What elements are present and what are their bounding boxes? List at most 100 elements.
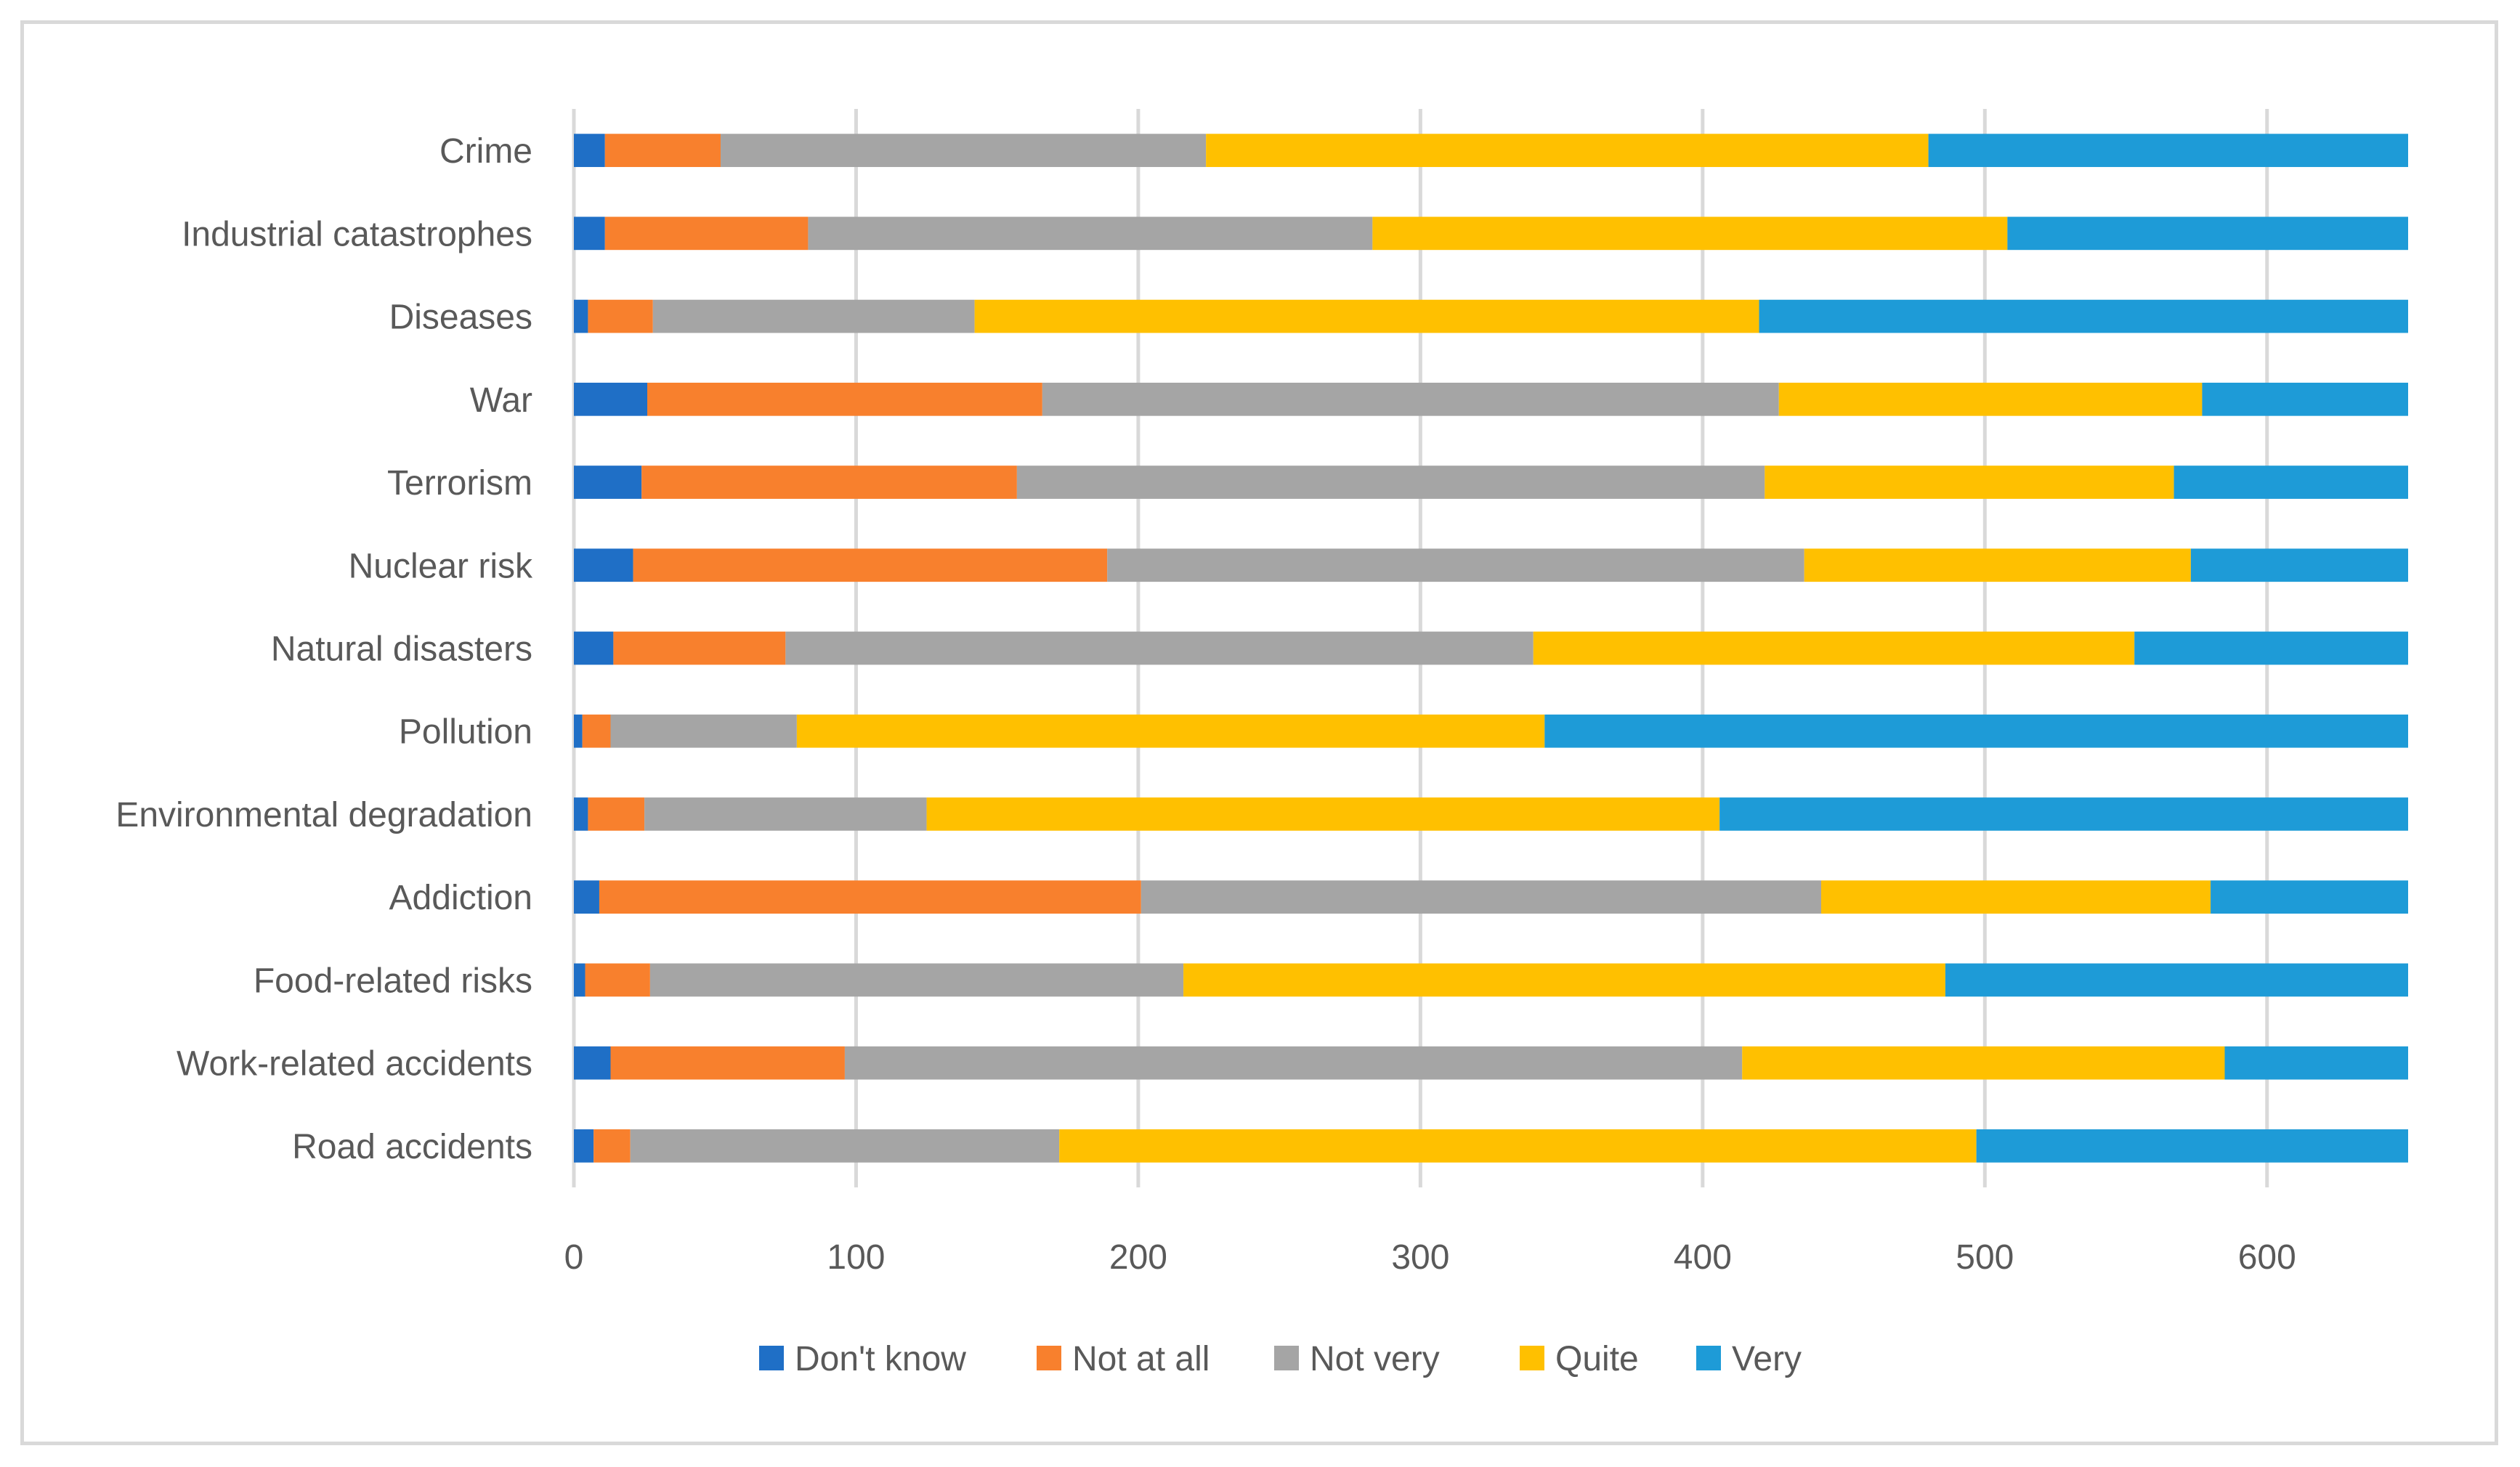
bar-environmental-degradation-very [1719,797,2408,831]
bar-diseases-not-very [652,299,975,333]
bar-industrial-catastrophes-not-at-all [604,216,809,251]
bar-environmental-degradation-not-at-all [588,797,645,831]
bar-industrial-catastrophes-quite [1372,216,2008,251]
bar-addiction-very [2211,880,2408,914]
bar-natural-disasters-quite [1533,631,2135,665]
legend: Don't know Not at all Not very Quite Very [759,1340,1802,1378]
bar-work-related-accidents-don-t-know [574,1046,611,1080]
bar-addiction-quite [1821,880,2211,914]
bar-addiction-not-at-all [599,880,1141,914]
bar-road-accidents-don-t-know [574,1129,594,1163]
x-tick-label-400: 400 [1674,1238,1732,1277]
bar-food-related-risks-quite [1183,963,1945,997]
bars [574,134,2408,1163]
bar-crime-quite [1206,134,1929,167]
bar-diseases-don-t-know [574,299,588,333]
bar-terrorism-don-t-know [574,466,642,499]
bar-war-very [2202,382,2408,416]
bar-war-quite [1778,382,2203,416]
bar-pollution-quite [796,714,1545,748]
bar-food-related-risks-don-t-know [574,963,586,997]
legend-swatch-not-at-all [1037,1346,1061,1370]
legend-swatch-don-t-know [759,1346,784,1370]
bar-terrorism-quite [1765,466,2174,499]
x-tick-label-200: 200 [1109,1238,1167,1277]
legend-label-very: Very [1732,1340,1802,1378]
bar-road-accidents-not-at-all [593,1129,631,1163]
legend-label-not-very: Not very [1310,1340,1440,1378]
category-label-crime: Crime [439,132,532,171]
bar-diseases-quite [974,299,1759,333]
bar-crime-don-t-know [574,134,605,167]
category-label-addiction: Addiction [389,879,532,917]
x-tick-label-500: 500 [1956,1238,2014,1277]
category-label-pollution: Pollution [399,713,532,752]
bar-war-don-t-know [574,382,647,416]
category-label-environmental-degradation: Environmental degradation [116,796,532,834]
category-labels: Crime Industrial catastrophes Diseases War T… [116,132,533,1166]
bar-nuclear-risk-not-very [1107,548,1804,582]
legend-swatch-quite [1520,1346,1544,1370]
category-label-war: War [470,381,532,420]
bar-pollution-not-very [610,714,797,748]
bar-environmental-degradation-quite [926,797,1720,831]
bar-work-related-accidents-not-at-all [610,1046,845,1080]
category-label-road-accidents: Road accidents [292,1128,532,1166]
bar-crime-not-very [721,134,1207,167]
bar-food-related-risks-very [1945,963,2408,997]
bar-industrial-catastrophes-very [2007,216,2408,251]
bar-natural-disasters-not-very [785,631,1534,665]
bar-crime-very [1928,134,2408,167]
legend-label-quite: Quite [1555,1340,1639,1378]
bar-pollution-not-at-all [582,714,611,748]
bar-diseases-not-at-all [588,299,653,333]
category-label-food-related-risks: Food-related risks [254,962,532,1000]
bar-pollution-don-t-know [574,714,583,748]
category-label-nuclear-risk: Nuclear risk [349,547,533,585]
bar-road-accidents-quite [1059,1129,1977,1163]
bar-environmental-degradation-don-t-know [574,797,588,831]
bar-environmental-degradation-not-very [644,797,927,831]
bar-terrorism-not-at-all [641,466,1017,499]
x-tick-label-0: 0 [564,1238,584,1277]
bar-addiction-don-t-know [574,880,599,914]
bar-crime-not-at-all [604,134,721,167]
bar-food-related-risks-not-at-all [585,963,650,997]
bar-industrial-catastrophes-don-t-know [574,216,605,251]
bar-diseases-very [1759,299,2408,333]
bar-pollution-very [1544,714,2408,748]
bar-work-related-accidents-quite [1742,1046,2225,1080]
legend-label-don-t-know: Don't know [795,1340,966,1378]
bar-terrorism-very [2173,466,2408,499]
bar-nuclear-risk-very [2190,548,2408,582]
category-label-industrial-catastrophes: Industrial catastrophes [182,215,532,253]
x-tick-label-300: 300 [1391,1238,1449,1277]
bar-road-accidents-very [1976,1129,2408,1163]
bar-nuclear-risk-quite [1804,548,2191,582]
bar-food-related-risks-not-very [649,963,1184,997]
bar-natural-disasters-very [2134,631,2408,665]
legend-label-not-at-all: Not at all [1072,1340,1210,1378]
legend-swatch-very [1696,1346,1721,1370]
bar-war-not-very [1042,382,1779,416]
bar-war-not-at-all [647,382,1042,416]
bar-nuclear-risk-not-at-all [633,548,1108,582]
bar-work-related-accidents-very [2224,1046,2408,1080]
bar-industrial-catastrophes-not-very [808,216,1373,251]
bar-addiction-not-very [1141,880,1821,914]
category-label-work-related-accidents: Work-related accidents [177,1045,532,1084]
bar-terrorism-not-very [1016,466,1765,499]
x-tick-label-600: 600 [2238,1238,2296,1277]
bar-natural-disasters-don-t-know [574,631,614,665]
legend-swatch-not-very [1274,1346,1299,1370]
bar-natural-disasters-not-at-all [613,631,786,665]
bar-nuclear-risk-don-t-know [574,548,633,582]
bar-road-accidents-not-very [630,1129,1060,1163]
category-label-diseases: Diseases [389,298,532,337]
category-label-natural-disasters: Natural disasters [271,630,532,669]
x-axis-tick-labels: 0 100 200 300 400 500 600 [564,1238,2296,1277]
bar-work-related-accidents-not-very [844,1046,1743,1080]
x-tick-label-100: 100 [827,1238,885,1277]
category-label-terrorism: Terrorism [387,464,532,503]
